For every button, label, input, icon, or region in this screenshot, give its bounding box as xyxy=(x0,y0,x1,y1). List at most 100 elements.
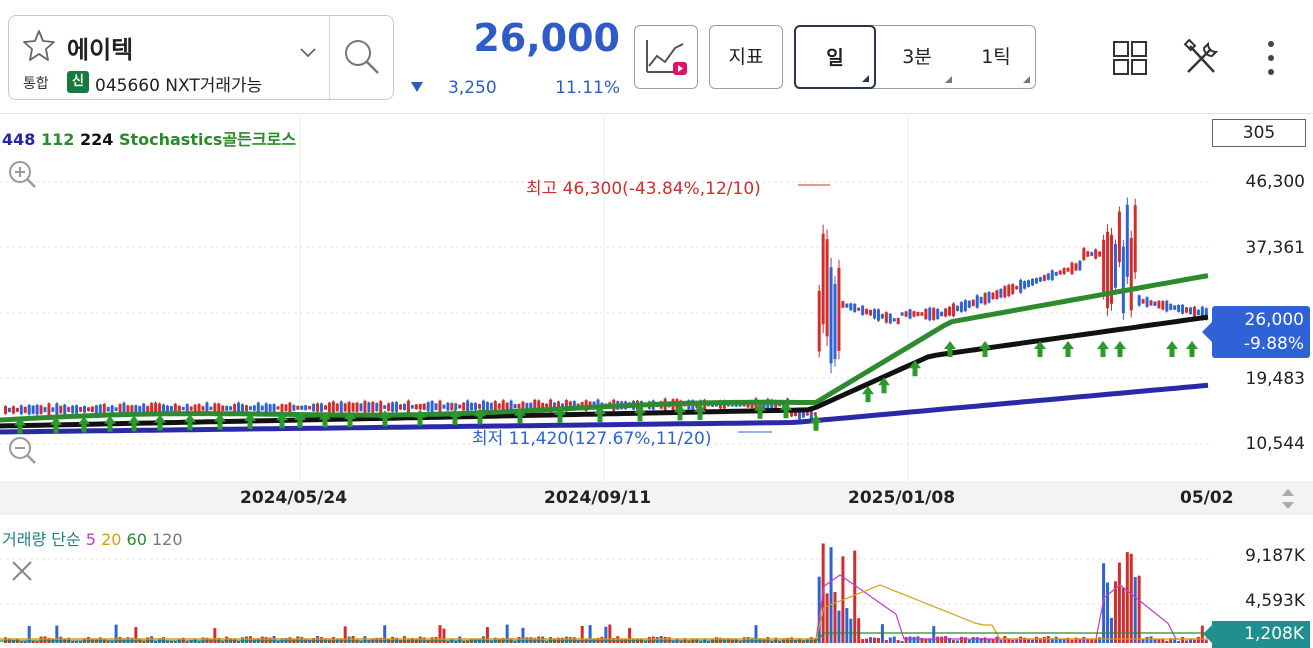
candle-body xyxy=(924,308,928,320)
candle-body xyxy=(485,402,489,411)
candle-body xyxy=(169,406,173,412)
candle-body xyxy=(955,305,959,312)
candle-body xyxy=(351,403,355,412)
candle-body xyxy=(118,404,122,415)
close-icon[interactable] xyxy=(8,557,36,585)
volume-ma60-line xyxy=(0,632,1208,642)
buy-signal-arrow xyxy=(1062,341,1074,357)
candle-body xyxy=(422,403,426,410)
volume-bar xyxy=(1082,636,1086,643)
volume-bar xyxy=(391,636,395,643)
period-1tick[interactable]: 1틱 xyxy=(957,26,1035,88)
candle-body xyxy=(355,402,359,412)
scroll-arrows-icon[interactable] xyxy=(1280,486,1296,512)
visible-count[interactable]: 305 xyxy=(1212,119,1306,147)
volume-bar xyxy=(197,640,201,643)
volume-bar xyxy=(1173,638,1177,643)
volume-bar xyxy=(825,593,829,643)
chevron-down-icon[interactable] xyxy=(299,46,317,58)
volume-bar xyxy=(1169,638,1173,643)
volume-bar xyxy=(600,636,604,643)
period-label: 일 xyxy=(826,47,844,69)
candle-body xyxy=(27,405,31,415)
candle-body xyxy=(402,403,406,411)
volume-bar xyxy=(663,636,667,643)
candle-body xyxy=(47,403,51,416)
volume-bar xyxy=(1149,636,1153,643)
candle-body xyxy=(430,401,434,413)
candle-body xyxy=(248,406,252,410)
volume-bar xyxy=(963,637,967,643)
candle-body xyxy=(513,404,517,409)
candle-body xyxy=(31,405,35,414)
volume-bar xyxy=(928,638,932,643)
volume-bar xyxy=(1023,637,1027,643)
price-chart-canvas[interactable] xyxy=(0,114,1210,481)
tools-icon[interactable] xyxy=(1182,38,1222,78)
volume-bar xyxy=(983,637,987,643)
search-icon[interactable] xyxy=(341,36,383,78)
more-vertical-icon[interactable] xyxy=(1262,38,1280,78)
chart-type-button[interactable] xyxy=(634,25,698,89)
zoom-out-icon[interactable] xyxy=(6,434,38,466)
candle-body xyxy=(853,303,857,313)
candle-body xyxy=(489,403,493,410)
volume-bar xyxy=(1153,639,1157,643)
candle-body xyxy=(896,318,900,324)
buy-signal-arrow xyxy=(14,417,26,434)
candle-body xyxy=(213,403,217,414)
volume-bar xyxy=(829,547,833,643)
volume-bar xyxy=(1038,638,1042,643)
buy-signal-arrow xyxy=(780,402,792,419)
candle-body xyxy=(1145,297,1149,307)
volume-bar xyxy=(320,637,323,643)
volume-bar xyxy=(873,637,876,643)
candle-body xyxy=(1141,299,1145,304)
date-axis[interactable] xyxy=(0,481,1313,515)
candle-body xyxy=(1129,237,1133,311)
candle-body xyxy=(501,400,505,413)
candle-body xyxy=(1192,306,1196,317)
volume-bar xyxy=(1098,637,1102,643)
date-label: 2024/05/24 xyxy=(240,488,348,508)
current-price-tag: 26,000 -9.88% xyxy=(1202,306,1310,358)
volume-bar xyxy=(331,637,335,643)
candle-body xyxy=(505,402,509,410)
volume-bar xyxy=(754,625,758,643)
candle-body xyxy=(1189,307,1192,315)
volume-bar xyxy=(1015,638,1019,643)
candle-body xyxy=(952,303,955,317)
volume-legend: 거래량 단순 5 20 60 120 xyxy=(2,526,183,550)
candle-body xyxy=(205,402,209,415)
volume-bar xyxy=(932,626,936,643)
layout-grid-icon[interactable] xyxy=(1112,40,1148,76)
volume-chart-canvas[interactable] xyxy=(0,515,1210,648)
candle-body xyxy=(805,412,809,416)
candle-body xyxy=(86,407,90,412)
period-day[interactable]: 일 xyxy=(794,25,876,89)
candle-body xyxy=(229,406,233,411)
buy-signal-arrow xyxy=(1166,341,1178,357)
volume-bar xyxy=(383,625,387,643)
volume-bar xyxy=(43,636,47,643)
favorite-star-icon[interactable] xyxy=(21,28,57,64)
candle-body xyxy=(1027,280,1031,287)
candle-body xyxy=(849,303,853,311)
stock-selector[interactable]: 에이텍 통합 신 045660 NXT거래가능 xyxy=(8,15,394,100)
volume-bar xyxy=(513,640,517,643)
candle-body xyxy=(1082,247,1086,261)
indicator-button[interactable]: 지표 xyxy=(709,25,783,89)
candle-body xyxy=(991,292,995,300)
zoom-in-icon[interactable] xyxy=(6,158,38,190)
candle-body xyxy=(418,404,422,410)
candle-body xyxy=(327,402,331,413)
volume-bar xyxy=(165,640,169,643)
volume-bar xyxy=(699,640,703,643)
low-annotation: 최저 11,420(127.67%,11/20) xyxy=(472,429,712,449)
candle-body xyxy=(252,405,256,411)
candle-body xyxy=(71,405,75,414)
volume-bar xyxy=(687,640,691,643)
period-3min[interactable]: 3분 xyxy=(877,26,957,88)
candle-body xyxy=(1090,252,1094,256)
candle-body xyxy=(146,406,150,412)
